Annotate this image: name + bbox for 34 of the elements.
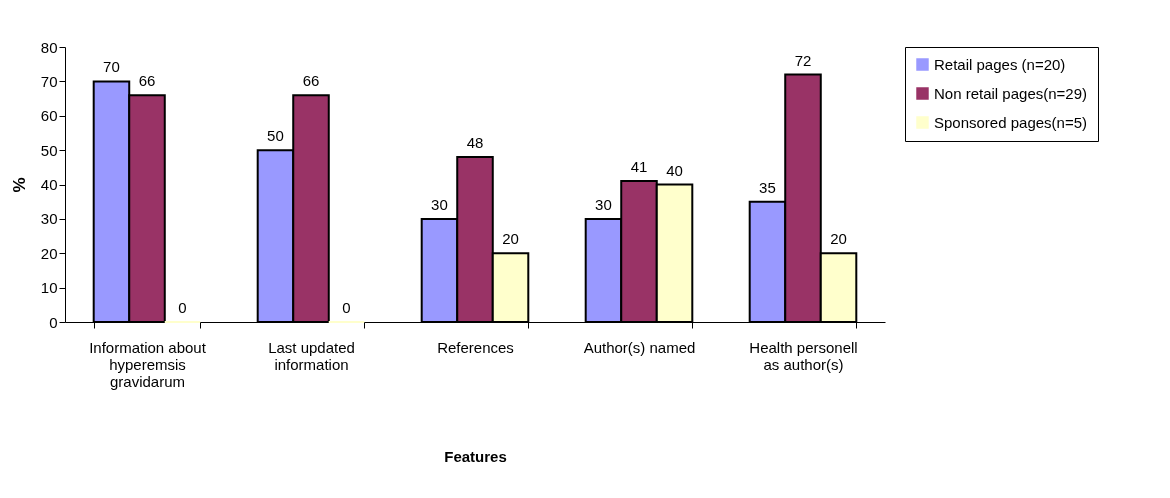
data-label: 66 <box>138 72 156 90</box>
data-label: 66 <box>302 72 320 90</box>
y-tick-label: 20 <box>40 244 58 262</box>
x-axis-title: Features <box>444 447 507 465</box>
legend-label: Retail pages (n=20) <box>934 55 1066 73</box>
data-label: 72 <box>794 51 812 69</box>
y-axis-title: % <box>9 177 29 193</box>
data-label: 0 <box>342 299 351 316</box>
data-label: 40 <box>666 161 683 179</box>
x-tick-label: Last updated information <box>268 338 355 373</box>
y-tick-label: 30 <box>40 210 58 228</box>
y-tick-label: 70 <box>40 72 58 90</box>
data-label: 20 <box>830 230 847 248</box>
data-label: 0 <box>178 299 187 316</box>
y-tick-label: 0 <box>49 313 58 331</box>
y-tick-label: 80 <box>40 38 58 56</box>
legend-label: Sponsored pages(n=5) <box>934 113 1088 131</box>
data-label: 20 <box>502 230 519 248</box>
legend-label: Non retail pages(n=29) <box>934 84 1088 102</box>
data-label: 48 <box>466 134 484 151</box>
data-label: 30 <box>431 195 448 213</box>
data-label: 30 <box>595 195 612 213</box>
data-label: 70 <box>103 58 120 76</box>
data-label: 50 <box>267 127 284 145</box>
x-tick-label: Author(s) named <box>583 338 696 356</box>
y-tick-label: 10 <box>40 279 58 297</box>
x-tick-label: Health personell as author(s) <box>749 338 858 373</box>
y-tick-label: 40 <box>40 176 58 193</box>
y-tick-label: 50 <box>40 141 58 159</box>
data-label: 35 <box>759 178 776 196</box>
data-label: 41 <box>630 158 648 176</box>
x-tick-label: Information about hyperemsis gravidarum <box>89 338 207 390</box>
x-tick-label: References <box>437 338 514 356</box>
y-tick-label: 60 <box>40 107 58 125</box>
